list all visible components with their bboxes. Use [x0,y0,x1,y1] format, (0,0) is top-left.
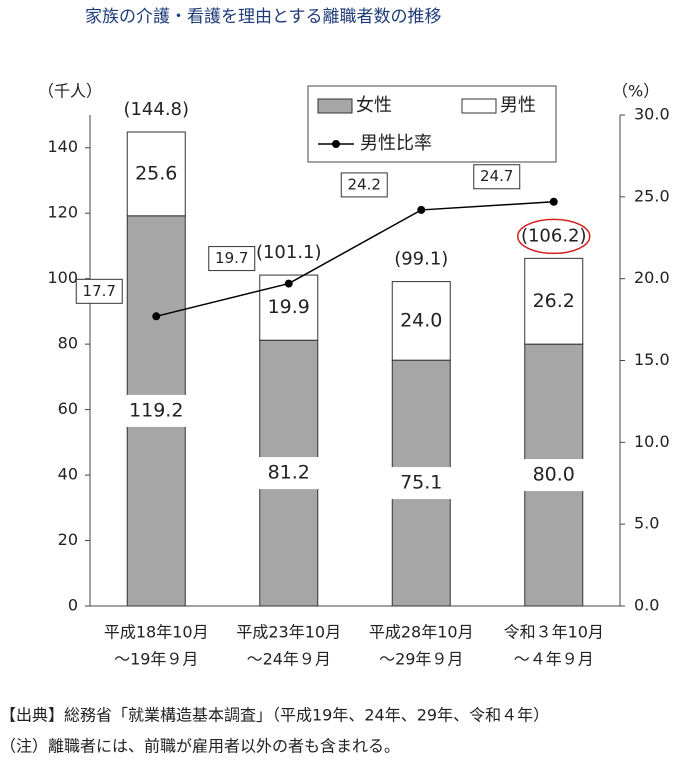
x-tick-label: ～24年９月 [247,650,331,669]
ratio-label: 19.7 [215,249,248,267]
y2-tick-label: 5.0 [634,514,659,533]
source-note: 【出典】総務省「就業構造基本調査」（平成19年、24年、29年、令和４年） [0,706,549,725]
y2-tick-label: 10.0 [634,432,670,451]
bar-segment [126,131,186,217]
y2-tick-label: 0.0 [634,596,659,615]
y-tick-label: 80 [58,334,78,353]
value-label: 25.6 [135,162,177,184]
x-tick-label: 平成23年10月 [236,623,341,642]
y-tick-label: 0 [68,596,78,615]
legend-label: 男性 [500,95,536,116]
ratio-point [417,205,426,214]
ratio-label-box [208,246,256,272]
bar-segment [524,257,584,345]
value-label: 119.2 [129,399,183,421]
ratio-label: 24.2 [348,175,381,193]
legend-swatch [461,98,497,114]
value-label: 19.9 [268,296,310,318]
y2-tick-label: 20.0 [634,268,670,287]
y2-axis-label: （%） [612,82,659,101]
y-tick-label: 20 [58,530,78,549]
legend-swatch [317,98,353,114]
total-label: (101.1) [256,242,322,263]
ratio-point [284,279,293,288]
legend-label: 女性 [356,95,392,116]
value-label-bg [391,467,452,500]
x-tick-label: ～４年９月 [514,650,594,669]
total-label: (106.2) [521,225,587,246]
y2-tick-label: 15.0 [634,350,670,369]
ratio-label-box [75,278,123,304]
value-label: 75.1 [400,472,442,494]
y-tick-label: 100 [47,268,78,287]
y2-tick-label: 30.0 [634,105,670,124]
x-tick-label: ～29年９月 [379,650,463,669]
ratio-label: 24.7 [480,167,513,185]
value-label-bg [126,394,187,427]
y2-tick-label: 25.0 [634,186,670,205]
value-label: 81.2 [268,462,310,484]
value-label-bg [258,457,319,490]
value-label-bg [523,459,584,492]
value-label: 26.2 [533,290,575,312]
footnote: （注）離職者には、前職が雇用者以外の者も含まれる。 [0,737,400,756]
x-tick-label: ～19年９月 [114,650,198,669]
chart-title: 家族の介護・看護を理由とする離職者数の推移 [85,7,442,27]
value-label: 80.0 [533,464,575,486]
legend-label: 男性比率 [360,133,432,154]
legend-marker [332,140,340,148]
y-tick-label: 60 [58,399,78,418]
total-label: (99.1) [394,249,448,270]
x-tick-label: 平成18年10月 [104,623,209,642]
ratio-label-box [473,164,521,190]
y-axis-label: （千人） [38,82,102,101]
value-label: 24.0 [400,309,442,331]
x-tick-label: 令和３年10月 [504,623,604,642]
ratio-point [549,197,558,206]
highlight-circle [517,218,591,255]
ratio-point [152,312,161,321]
y-tick-label: 40 [58,465,78,484]
total-label: (144.8) [123,99,189,120]
x-tick-label: 平成28年10月 [369,623,474,642]
bar-segment [391,281,451,361]
ratio-label: 17.7 [83,282,116,300]
y-tick-label: 140 [47,137,78,156]
ratio-label-box [340,172,388,198]
ratio-line [156,200,554,318]
y-tick-label: 120 [47,203,78,222]
